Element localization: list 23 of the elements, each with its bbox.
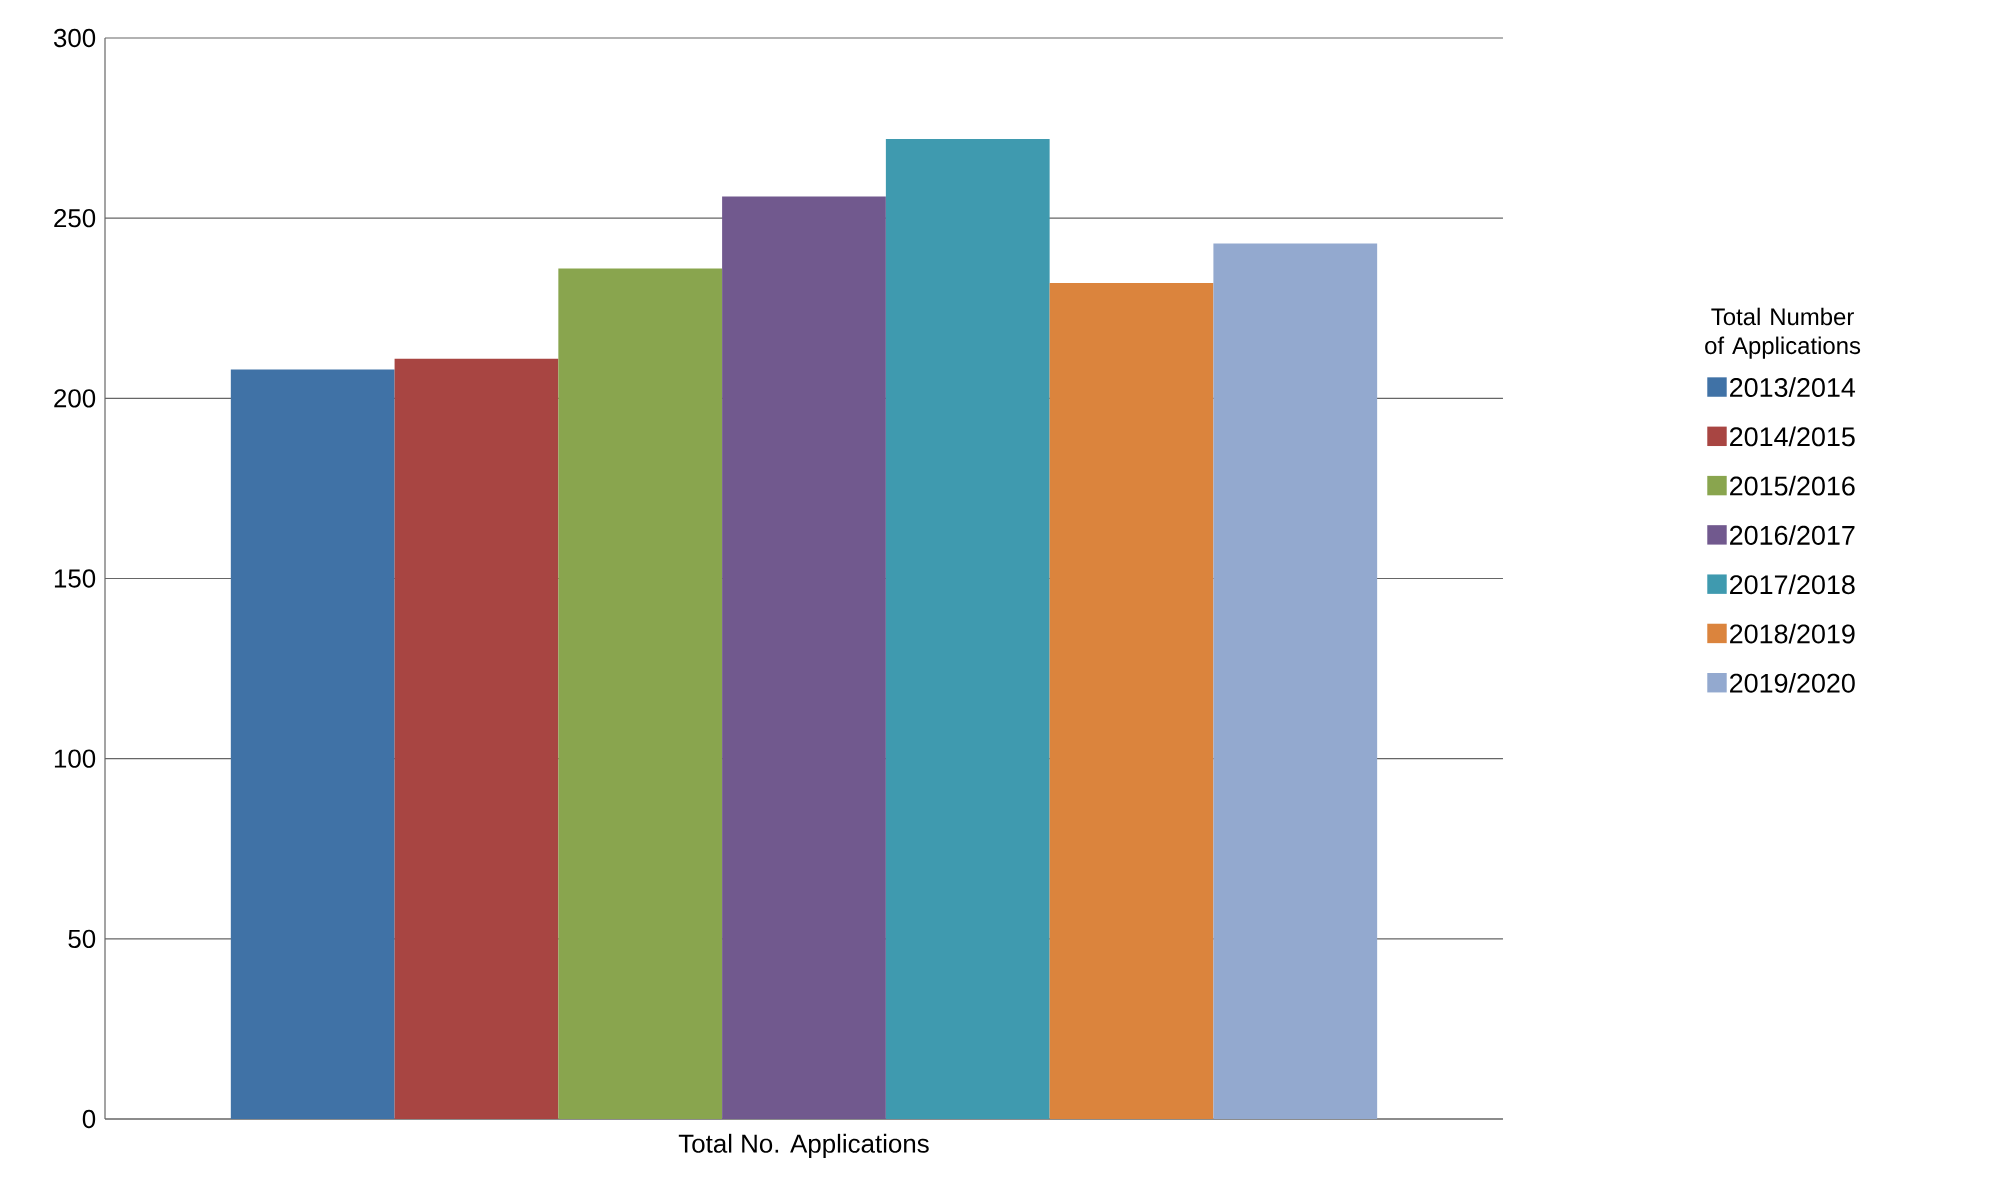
bar xyxy=(722,196,886,1119)
y-tick-label: 100 xyxy=(54,749,96,768)
legend-title: Total Number of Applications xyxy=(1705,307,1861,359)
y-tick-label: 50 xyxy=(68,929,96,948)
legend-label: 2014/2015 xyxy=(1730,426,1855,447)
bar xyxy=(558,268,723,1119)
legend-label: 2017/2018 xyxy=(1730,574,1855,595)
legend-label: 2013/2014 xyxy=(1730,377,1856,398)
y-tick-label: 150 xyxy=(54,569,96,588)
y-tick-label: 200 xyxy=(54,389,96,408)
y-tick-label: 250 xyxy=(54,208,96,228)
legend-label: 2016/2017 xyxy=(1730,525,1855,545)
bar xyxy=(1213,243,1378,1119)
legend-label: 2018/2019 xyxy=(1730,623,1855,644)
y-tick-label: 0 xyxy=(82,1109,96,1129)
bar xyxy=(1049,283,1214,1119)
legend-label: 2019/2020 xyxy=(1730,672,1855,693)
legend-label: 2015/2016 xyxy=(1730,475,1855,496)
x-tick-label: Total No. Applications xyxy=(678,1133,929,1158)
bar xyxy=(885,138,1050,1119)
bar xyxy=(230,369,395,1119)
bar xyxy=(394,358,559,1119)
y-tick-label: 300 xyxy=(53,28,96,48)
